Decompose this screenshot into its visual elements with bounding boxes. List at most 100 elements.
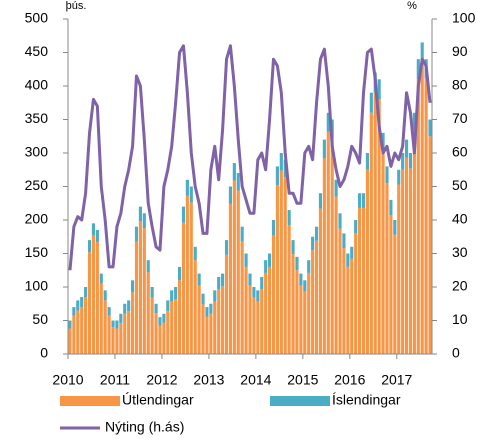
legend-label: Nýting (h.ás) xyxy=(105,419,184,435)
y2-axis-unit: % xyxy=(407,0,417,12)
bar-segment xyxy=(346,266,350,354)
bar-segment xyxy=(377,99,381,355)
bar-segment xyxy=(111,320,115,328)
y-tick-label: 500 xyxy=(25,10,49,26)
bar-segment xyxy=(221,286,225,354)
bar-segment xyxy=(393,220,397,235)
legend-swatch xyxy=(270,396,330,406)
bar-segment xyxy=(303,280,307,292)
bar-segment xyxy=(287,225,291,354)
bar-segment xyxy=(287,209,291,226)
bar-segment xyxy=(236,190,240,354)
bar-segment xyxy=(228,186,232,204)
bar-segment xyxy=(240,241,244,354)
bar-segment xyxy=(252,297,256,354)
bar-segment xyxy=(248,285,252,354)
bar-segment xyxy=(401,169,405,354)
bar-segment xyxy=(318,208,323,354)
bar-segment xyxy=(244,253,248,267)
bar-segment xyxy=(314,240,319,354)
bar-segment xyxy=(99,273,103,284)
bar-segment xyxy=(404,139,409,158)
bar-segment xyxy=(365,153,369,170)
bar-segment xyxy=(240,226,244,242)
bar-segment xyxy=(318,193,323,209)
bar-segment xyxy=(350,246,354,259)
y-tick-label: 200 xyxy=(25,211,49,227)
bar-segment xyxy=(209,313,213,354)
bar-segment xyxy=(170,301,174,354)
x-tick-label: 2010 xyxy=(52,372,83,388)
x-tick-label: 2012 xyxy=(146,372,177,388)
bar-segment xyxy=(389,199,393,216)
bar-segment xyxy=(358,207,362,354)
bar-segment xyxy=(127,311,131,354)
bar-segment xyxy=(158,325,162,354)
bar-segment xyxy=(428,119,432,137)
bar-segment xyxy=(271,235,276,354)
bar-segment xyxy=(142,228,146,354)
bar-segment xyxy=(256,290,260,302)
legend-label: Íslendingar xyxy=(332,392,401,408)
bar-segment xyxy=(389,215,393,354)
bar-segment xyxy=(228,203,232,354)
bar-segment xyxy=(397,169,401,185)
bar-segment xyxy=(342,248,346,354)
y2-tick-label: 50 xyxy=(452,177,468,193)
bar-segment xyxy=(264,260,268,273)
bar-segment xyxy=(326,131,330,354)
bar-segment xyxy=(412,112,416,130)
bar-segment xyxy=(408,153,413,169)
y-tick-label: 450 xyxy=(25,43,49,59)
bar-segment xyxy=(154,313,158,354)
bar-segment xyxy=(271,220,276,236)
bar-segment xyxy=(76,310,80,354)
bar-segment xyxy=(385,166,389,184)
bar-segment xyxy=(232,180,236,354)
bar-segment xyxy=(354,233,358,354)
bar-segment xyxy=(256,301,260,354)
bar-segment xyxy=(119,323,123,354)
y-tick-label: 0 xyxy=(40,345,48,361)
x-tick-label: 2016 xyxy=(334,372,365,388)
bar-segment xyxy=(138,206,142,222)
bar-segment xyxy=(95,230,99,243)
bar-segment xyxy=(193,246,197,261)
bar-segment xyxy=(275,185,279,354)
bar-segment xyxy=(193,260,197,354)
bar-segment xyxy=(72,315,76,354)
bar-segment xyxy=(177,266,182,281)
bar-segment xyxy=(181,222,186,354)
bar-segment xyxy=(91,235,96,354)
bar-segment xyxy=(420,61,424,355)
bar-segment xyxy=(224,240,229,255)
bar-segment xyxy=(354,220,358,234)
bar-segment xyxy=(181,206,186,223)
y-tick-label: 100 xyxy=(25,278,49,294)
bar-segment xyxy=(244,266,248,354)
bar-segment xyxy=(268,266,272,354)
bar-segment xyxy=(205,307,209,317)
y-tick-label: 50 xyxy=(32,311,48,327)
bar-segment xyxy=(80,297,84,308)
bar-segment xyxy=(322,139,326,159)
x-tick-label: 2011 xyxy=(100,372,130,388)
bar-segment xyxy=(150,297,154,354)
bar-segment xyxy=(260,289,264,354)
bar-segment xyxy=(68,328,72,354)
bar-segment xyxy=(185,195,189,354)
bar-segment xyxy=(197,273,201,286)
bar-segment xyxy=(252,287,256,298)
x-tick-label: 2013 xyxy=(193,372,224,388)
bar-segment xyxy=(338,228,342,354)
bar-segment xyxy=(68,320,72,329)
bar-segment xyxy=(138,221,142,354)
bar-segment xyxy=(189,186,193,203)
bar-segment xyxy=(424,77,428,355)
bar-segment xyxy=(365,169,369,354)
bar-segment xyxy=(373,92,377,354)
bar-segment xyxy=(224,254,229,354)
y-tick-label: 350 xyxy=(25,110,49,126)
y-tick-label: 300 xyxy=(25,144,49,160)
y2-tick-label: 10 xyxy=(452,311,468,327)
